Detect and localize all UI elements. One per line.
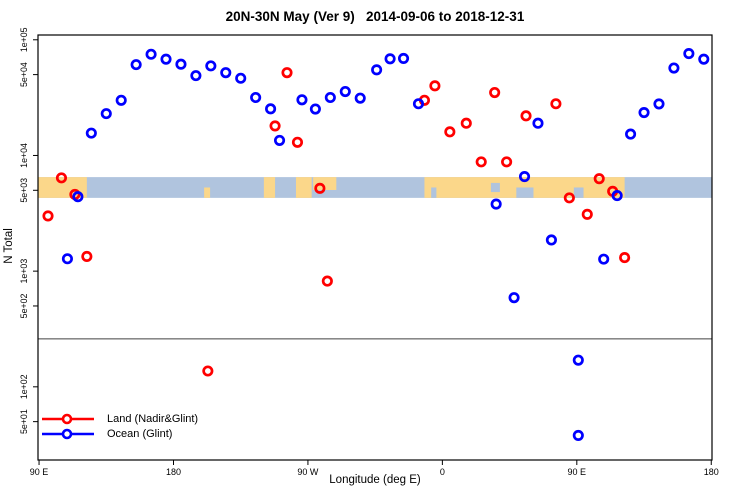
data-point-land [475,156,487,168]
data-point-ocean [72,191,84,203]
data-point-ocean [545,234,557,246]
x-tick-label: 90 E [568,467,587,477]
x-tick-label: 90 E [30,467,49,477]
data-point-ocean [339,85,351,98]
data-point-ocean [625,128,637,140]
data-point-ocean [371,64,383,76]
data-point-land [429,80,441,92]
map-band-ocean-patch [573,187,584,198]
data-point-ocean [265,103,277,115]
chart-title: 20N-30N May (Ver 9) 2014-09-06 to 2018-1… [225,9,525,24]
data-point-land [321,275,333,287]
data-point-ocean [508,292,520,304]
data-point-ocean [130,59,142,71]
legend-label-land: Land (Nadir&Glint) [107,413,199,425]
data-point-land [520,110,532,122]
legend-label-ocean: Ocean (Glint) [107,428,173,440]
data-point-ocean [412,98,425,110]
data-point-land [269,120,281,132]
data-point-ocean [572,354,584,366]
data-point-ocean [324,91,336,104]
data-point-land [501,156,513,168]
data-point-ocean [518,171,531,183]
data-point-land [281,67,293,79]
data-point-ocean [490,198,502,210]
x-tick-label: 0 [440,467,445,477]
data-point-ocean [638,106,650,119]
data-point-land [291,136,304,148]
data-point-land [55,172,68,184]
data-point-land [563,192,575,204]
data-point-ocean [384,53,396,65]
x-tick-label: 180 [166,467,181,477]
data-point-ocean [190,70,202,82]
legend: Land (Nadir&Glint) Ocean (Glint) [40,412,198,441]
data-point-ocean [354,92,366,104]
y-tick-label: 1e+02 [19,374,29,399]
data-point-land [581,208,593,220]
data-point-land [42,210,54,222]
plot-border [37,34,713,461]
data-point-ocean [598,253,610,265]
data-point-ocean [309,103,321,115]
data-point-ocean [175,58,187,70]
data-point-land [202,365,214,377]
data-point-ocean [698,53,710,65]
y-tick-label: 1e+03 [19,259,29,284]
data-point-ocean [235,72,247,84]
map-band-land-segment [263,177,276,198]
data-point-ocean [220,67,232,79]
data-point-land [593,173,605,185]
data-point-ocean [653,98,665,110]
data-point-ocean [250,91,262,104]
map-band-land-segment [313,177,337,190]
y-tick-label: 5e+04 [19,62,29,87]
data-point-land [444,126,456,138]
data-point-ocean [611,190,623,202]
data-point-ocean [572,429,584,441]
data-point-land [619,252,631,264]
data-point-ocean [668,62,680,74]
data-point-ocean [115,94,127,106]
data-point-ocean [683,48,695,60]
data-point-ocean [85,127,97,139]
y-tick-label: 5e+03 [19,178,29,203]
data-point-land [489,86,501,99]
data-point-ocean [296,94,308,106]
map-band-ocean-patch [516,187,534,198]
x-tick-label: 90 W [297,467,319,477]
y-tick-label: 1e+05 [19,27,29,52]
data-point-ocean [273,134,286,146]
y-tick-label: 5e+02 [19,294,29,319]
x-axis-title: Longitude (deg E) [329,474,421,486]
data-point-ocean [160,53,172,65]
y-tick-label: 1e+04 [19,143,29,168]
data-point-land [81,250,93,262]
data-point-ocean [397,52,410,64]
map-band-ocean-patch [431,187,437,198]
x-tick-label: 180 [704,467,719,477]
map-band-land-segment [295,177,312,198]
data-point-ocean [145,48,157,60]
data-point-ocean [532,117,544,129]
data-point-land [314,182,326,194]
data-point-ocean [100,108,112,120]
data-point-land [460,117,472,129]
legend-item-ocean: Ocean (Glint) [40,427,198,441]
y-axis-title: N Total [3,228,15,264]
y-tick-label: 5e+01 [19,409,29,434]
legend-symbol-land-icon [42,413,94,425]
data-point-ocean [61,253,73,265]
legend-symbol-ocean-icon [42,428,94,440]
map-band-ocean-patch [490,182,500,193]
map-band-land-segment [204,187,211,198]
legend-item-land: Land (Nadir&Glint) [40,412,198,426]
data-point-ocean [205,60,217,72]
data-point-land [550,98,562,110]
